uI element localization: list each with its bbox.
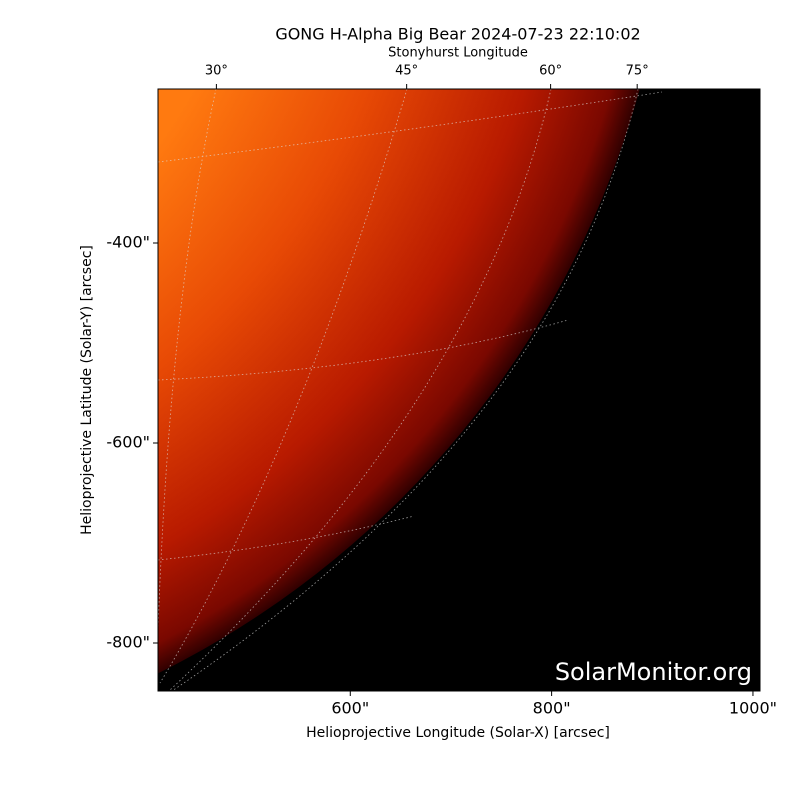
y-tick-label: -600" — [106, 433, 150, 452]
top-tick-label: 75° — [626, 64, 649, 79]
x-tick-label: 600" — [331, 699, 369, 718]
chart-title: GONG H-Alpha Big Bear 2024-07-23 22:10:0… — [275, 25, 640, 44]
watermark: SolarMonitor.org — [555, 658, 752, 686]
y-axis-label: Helioprojective Latitude (Solar-Y) [arcs… — [79, 245, 95, 535]
coordinate-grid — [158, 89, 663, 691]
x-axis-label: Helioprojective Longitude (Solar-X) [arc… — [306, 725, 610, 741]
y-tick-label: -800" — [106, 633, 150, 652]
plot-frame — [157, 88, 761, 692]
top-tick-label: 60° — [539, 64, 562, 79]
top-tick-label: 30° — [205, 64, 228, 79]
solar-image: SolarMonitor.org — [158, 89, 760, 691]
y-tick-label: -400" — [106, 233, 150, 252]
x-tick-label: 1000" — [729, 699, 777, 718]
top-axis-label: Stonyhurst Longitude — [388, 46, 528, 61]
x-tick-label: 800" — [533, 699, 571, 718]
solar-disk — [158, 89, 640, 674]
top-tick-label: 45° — [395, 64, 418, 79]
